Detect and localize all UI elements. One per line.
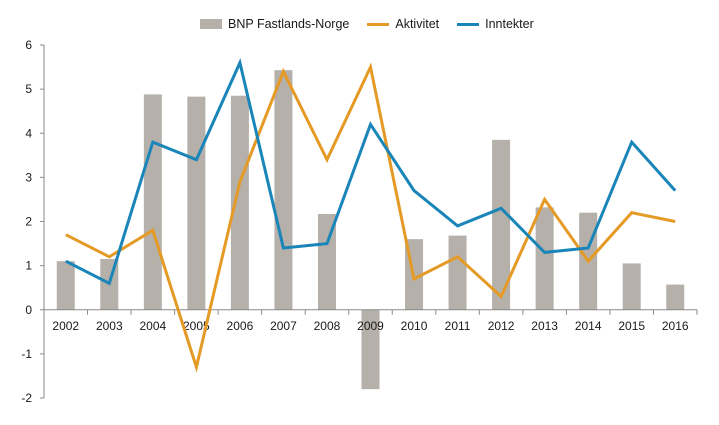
line-inntekter [65,58,677,286]
legend-swatch-inntekter [457,22,480,26]
legend-swatch-aktivitet [367,22,390,26]
y-tick-label: 2 [25,215,32,229]
legend-swatch-bnp [200,19,222,29]
line-aktivitet [65,62,676,373]
y-tick-label: -2 [21,391,32,405]
bar-bnp-2004 [143,94,162,310]
chart-legend: BNP Fastlands-Norge Aktivitet Inntekter [200,17,552,31]
bar-series [56,70,685,390]
x-tick-label-2016: 2016 [662,319,689,333]
bar-bnp-2012 [492,139,511,310]
x-tick-label-2007: 2007 [270,319,297,333]
legend-item-aktivitet: Aktivitet [367,17,439,31]
y-tick-label: -1 [21,347,32,361]
x-tick-label-2009: 2009 [357,319,384,333]
y-tick-label: 3 [25,170,32,184]
x-tick-label-2012: 2012 [488,319,515,333]
x-tick-label-2013: 2013 [531,319,558,333]
legend-label-inntekter: Inntekter [485,17,534,31]
x-tick-label-2006: 2006 [227,319,254,333]
y-tick-label: 1 [25,259,32,273]
bar-bnp-2015 [622,263,641,310]
x-tick-label-2005: 2005 [183,319,210,333]
x-tick-label-2011: 2011 [445,319,471,333]
bar-bnp-2016 [666,284,685,310]
x-axis: 2002 2003 2004 2005 2006 2007 2008 2009 2010 2011… [43,309,698,333]
x-tick-label-2014: 2014 [575,319,602,333]
x-tick-label-2008: 2008 [314,319,341,333]
y-tick-label: 4 [25,126,32,140]
legend-label-bnp: BNP Fastlands-Norge [228,17,350,31]
legend-label-aktivitet: Aktivitet [395,17,440,31]
y-tick-label: 0 [25,303,32,317]
x-tick-label-2015: 2015 [618,319,645,333]
bar-bnp-2007 [274,70,293,310]
bar-bnp-2013 [535,207,554,310]
y-axis: -2 -1 0 1 2 3 4 5 6 [21,38,45,405]
x-tick-label-2004: 2004 [139,319,166,333]
legend-item-bnp: BNP Fastlands-Norge [200,17,349,31]
bar-bnp-2011 [448,235,467,310]
bar-bnp-2008 [317,213,336,310]
x-tick-label-2002: 2002 [52,319,79,333]
y-tick-label: 5 [25,82,32,96]
bar-bnp-2009 [361,309,380,390]
legend-item-inntekter: Inntekter [457,17,534,31]
bar-bnp-2005 [187,96,206,310]
line-series [65,58,677,373]
bar-bnp-2002 [56,261,75,310]
x-tick-label-2003: 2003 [96,319,123,333]
bar-bnp-2006 [230,95,249,310]
y-tick-label: 6 [25,38,32,52]
x-tick-label-2010: 2010 [401,319,428,333]
